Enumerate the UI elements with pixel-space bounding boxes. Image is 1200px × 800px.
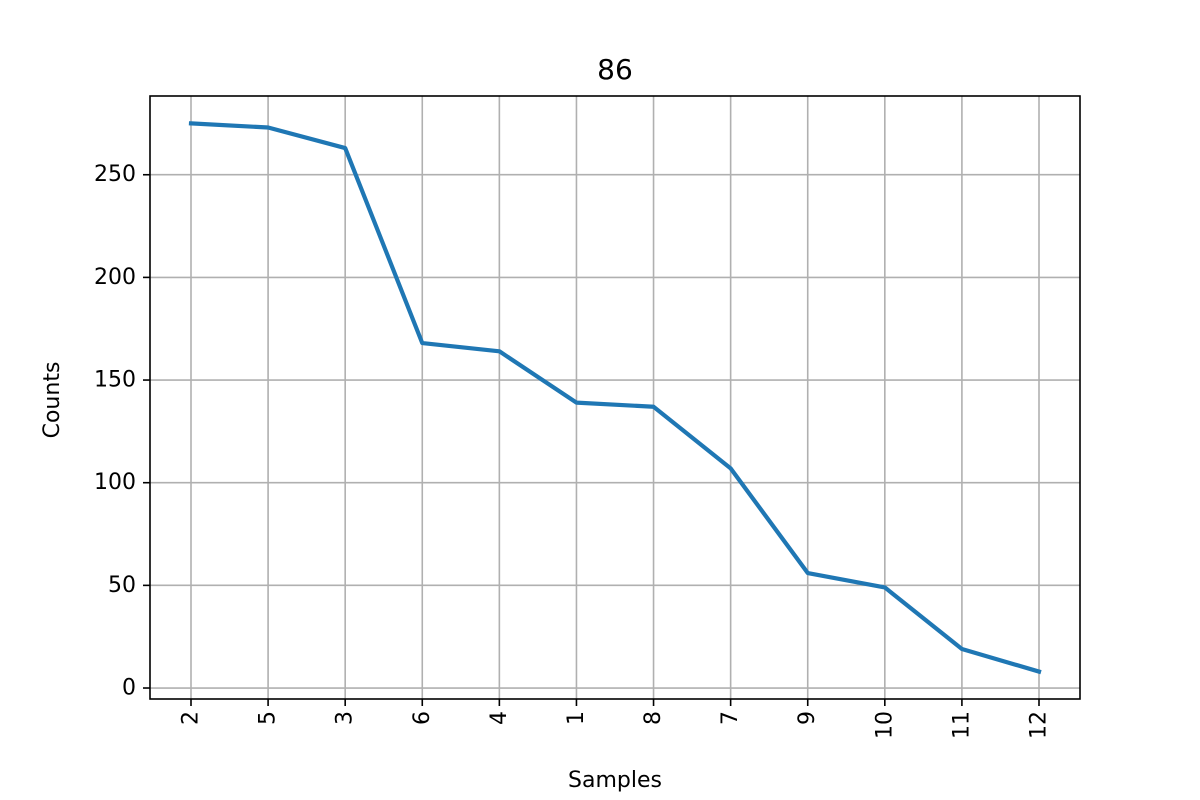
- series-line: [188, 121, 1042, 675]
- y-axis-label: Counts: [40, 362, 65, 439]
- y-tick-label: 50: [108, 573, 136, 598]
- plot-frame: [149, 95, 1081, 700]
- y-tick-label: 0: [122, 676, 136, 701]
- y-tick-label: 200: [94, 265, 136, 290]
- x-tick-label: 4: [487, 711, 512, 725]
- y-axis: 0 50 100 150 200 250: [94, 162, 150, 701]
- x-axis: 2 5 3 6 4 1 8 7 9 10 11 12: [179, 699, 1052, 739]
- chart-title: 86: [597, 53, 633, 86]
- y-tick-label: 250: [94, 162, 136, 187]
- x-tick-label: 7: [718, 711, 743, 725]
- x-tick-label: 10: [872, 711, 897, 739]
- y-tick-label: 150: [94, 368, 136, 393]
- x-tick-label: 11: [949, 711, 974, 739]
- x-tick-label: 8: [641, 711, 666, 725]
- grid: [150, 96, 1080, 699]
- x-axis-label: Samples: [568, 768, 662, 793]
- y-tick-label: 100: [94, 470, 136, 495]
- x-tick-label: 6: [410, 711, 435, 725]
- x-tick-label: 9: [795, 711, 820, 725]
- x-tick-label: 2: [179, 711, 204, 725]
- x-tick-label: 5: [256, 711, 281, 725]
- x-tick-label: 1: [564, 711, 589, 725]
- series-layer: [188, 121, 1042, 675]
- x-tick-label: 12: [1027, 711, 1052, 739]
- x-tick-label: 3: [333, 711, 358, 725]
